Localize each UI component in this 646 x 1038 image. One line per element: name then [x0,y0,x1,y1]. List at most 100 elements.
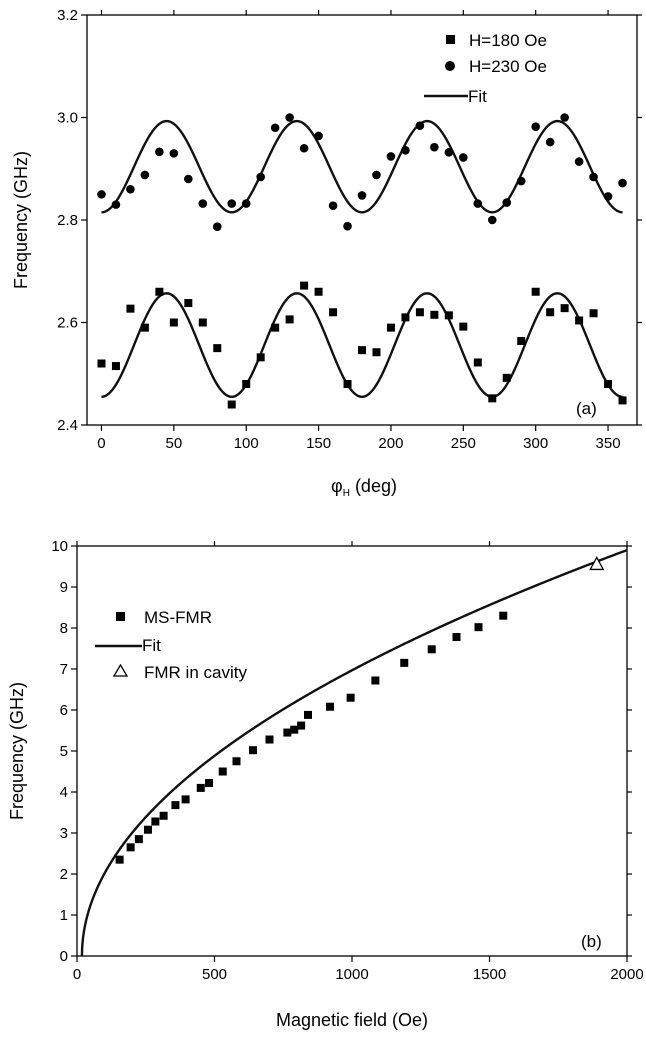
point-h180 [140,323,149,332]
point-h180 [285,315,294,324]
point-h230 [372,170,381,180]
y-tick-label: 5 [60,743,68,760]
point-h230 [386,152,396,161]
fit-curve [80,548,628,957]
point-ms-fmr [218,767,227,776]
point-h180 [546,308,555,317]
fit-curves-b [80,548,628,957]
point-h230 [111,200,121,209]
y-tick-label: 7 [60,661,68,678]
point-ms-fmr [171,801,180,810]
point-ms-fmr [474,623,483,632]
point-h230 [545,137,555,147]
y-axis-label-b: Frequency (GHz) [7,682,27,820]
point-ms-fmr [249,746,257,755]
point-ms-fmr [232,757,241,766]
x-axis-label-a: φH (deg) [331,476,397,499]
point-ms-fmr [283,728,292,737]
panel-label-a: (a) [576,399,597,418]
point-h180 [415,308,424,317]
point-ms-fmr [326,702,334,711]
point-h180 [401,313,410,322]
point-h180 [155,287,164,296]
x-tick-label: 0 [73,966,81,983]
point-h230 [126,184,135,194]
point-h180 [242,380,251,388]
point-h230 [444,148,454,157]
point-h230 [299,143,309,153]
point-h180 [459,322,468,331]
point-h180 [444,311,453,320]
y-axis-label-a: Frequency (GHz) [11,151,31,289]
data-points-b [115,556,605,864]
point-ms-fmr [427,645,436,654]
y-tick-label: 10 [51,538,68,555]
point-h180 [271,323,280,332]
point-h230 [459,153,468,162]
y-tick-label: 3 [60,825,68,842]
point-h180 [618,396,627,405]
point-ms-fmr [499,611,508,620]
x-tick-label: 100 [234,435,259,452]
point-h230 [357,191,367,200]
point-h180 [111,362,120,371]
point-h180 [256,353,265,362]
point-h180 [97,359,106,368]
legend-marker-circle [445,61,455,71]
point-ms-fmr [151,817,160,826]
legend-marker-triangle [112,663,129,677]
point-h230 [343,221,352,231]
point-h180 [198,318,207,327]
point-h230 [502,198,512,207]
legend-marker-square [116,612,125,621]
point-h230 [401,146,410,155]
point-h180 [488,394,497,403]
legend-label: FMR in cavity [144,663,247,682]
point-h230 [198,199,208,208]
y-tick-label: 2.6 [57,315,78,332]
axis-ticks-a: 0 50 100 150 200 250 300 350 2.4 2.6 2.8 3.0 3.2 [57,7,642,452]
point-h180 [358,346,366,355]
point-h230 [97,190,106,199]
y-tick-label: 3.0 [57,110,78,127]
point-h230 [256,172,265,182]
point-h180 [169,318,178,327]
fit-curve [101,119,623,214]
point-h180 [329,308,338,317]
y-tick-label: 0 [60,948,68,965]
point-h180 [314,287,323,296]
point-h230 [270,123,280,133]
point-h230 [227,199,237,208]
point-h180 [531,287,540,296]
y-tick-label: 2.4 [57,417,78,434]
point-ms-fmr [205,778,213,787]
point-h230 [589,172,598,182]
x-tick-label: 300 [523,435,548,452]
point-h230 [531,122,540,132]
x-tick-label: 2000 [610,966,643,983]
y-tick-label: 2 [60,866,68,883]
x-axis-label-subscript: H [343,488,350,499]
point-ms-fmr [115,855,124,864]
point-h230 [314,131,323,141]
point-h180 [517,336,526,345]
point-h230 [169,149,179,158]
point-h230 [184,174,193,184]
x-tick-label: 150 [306,435,331,452]
x-tick-label: 1500 [473,966,506,983]
y-tick-label: 6 [60,702,68,719]
point-ms-fmr [400,658,409,667]
point-h180 [300,281,309,290]
panel-a: 0 50 100 150 200 250 300 350 2.4 2.6 2.8 3.0 3.2 H=1… [11,7,642,499]
point-h180 [589,309,598,318]
point-h230 [415,121,425,130]
legend-marker-square [446,35,455,44]
legend-label: H=180 Oe [469,31,547,50]
point-ms-fmr [134,835,143,844]
legend-label: Fit [142,636,161,655]
point-ms-fmr [297,721,306,730]
y-tick-label: 1 [60,907,68,924]
x-tick-label: 0 [97,435,105,452]
plot-area-a [86,14,638,426]
